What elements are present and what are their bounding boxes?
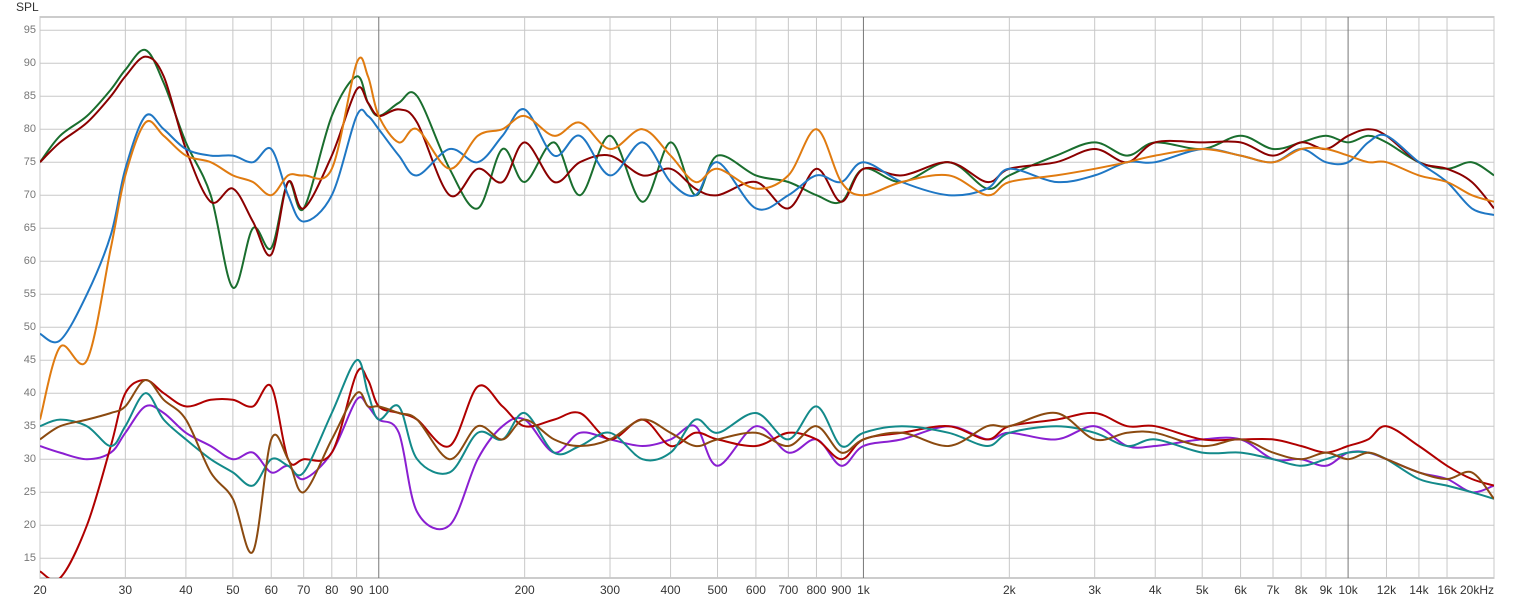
x-tick-label: 70 <box>297 583 311 597</box>
x-tick-label: 8k <box>1295 583 1309 597</box>
x-tick-label: 100 <box>369 583 389 597</box>
x-tick-label: 20kHz <box>1460 583 1494 597</box>
y-tick-label: 40 <box>24 387 36 399</box>
plot-area <box>39 16 1495 579</box>
response-curve <box>40 396 1494 531</box>
y-tick-label: 75 <box>24 156 36 168</box>
response-curve <box>40 379 1494 554</box>
x-tick-label: 50 <box>226 583 240 597</box>
y-tick-label: 95 <box>24 24 36 36</box>
x-tick-label: 4k <box>1149 583 1163 597</box>
x-tick-label: 6k <box>1234 583 1248 597</box>
y-tick-label: 55 <box>24 288 36 300</box>
x-tick-label: 20 <box>33 583 47 597</box>
x-tick-label: 700 <box>778 583 798 597</box>
y-tick-label: 70 <box>24 189 36 201</box>
y-tick-label: 90 <box>24 57 36 69</box>
response-curve <box>40 359 1494 500</box>
x-tick-label: 5k <box>1196 583 1210 597</box>
y-tick-label: 30 <box>24 453 36 465</box>
response-curve <box>40 367 1494 578</box>
y-tick-label: 25 <box>24 486 36 498</box>
x-tick-label: 600 <box>746 583 766 597</box>
x-tick-label: 900 <box>831 583 851 597</box>
y-tick-label: 45 <box>24 354 36 366</box>
y-tick-label: 60 <box>24 255 36 267</box>
x-tick-label: 10k <box>1338 583 1358 597</box>
x-tick-label: 200 <box>515 583 535 597</box>
x-tick-label: 300 <box>600 583 620 597</box>
response-curve <box>40 56 1494 420</box>
x-tick-label: 12k <box>1377 583 1397 597</box>
y-tick-label: 15 <box>24 552 36 564</box>
y-tick-label: 80 <box>24 123 36 135</box>
x-tick-label: 90 <box>350 583 364 597</box>
x-tick-label: 3k <box>1088 583 1102 597</box>
x-tick-label: 80 <box>325 583 339 597</box>
y-tick-label: 50 <box>24 321 36 333</box>
x-tick-label: 16k <box>1437 583 1457 597</box>
x-tick-label: 30 <box>119 583 133 597</box>
x-tick-label: 9k <box>1320 583 1334 597</box>
x-tick-label: 1k <box>857 583 871 597</box>
y-tick-label: 20 <box>24 519 36 531</box>
response-curve <box>40 48 1494 289</box>
y-tick-label: 85 <box>24 90 36 102</box>
x-tick-label: 800 <box>806 583 826 597</box>
x-tick-label: 14k <box>1409 583 1429 597</box>
x-tick-label: 60 <box>265 583 279 597</box>
x-tick-label: 7k <box>1267 583 1281 597</box>
x-tick-label: 2k <box>1003 583 1017 597</box>
response-curve <box>40 55 1494 257</box>
y-tick-label: 65 <box>24 222 36 234</box>
x-tick-label: 400 <box>661 583 681 597</box>
x-tick-label: 500 <box>708 583 728 597</box>
y-axis-label: SPL <box>16 0 39 14</box>
x-tick-label: 40 <box>179 583 193 597</box>
y-tick-label: 35 <box>24 420 36 432</box>
